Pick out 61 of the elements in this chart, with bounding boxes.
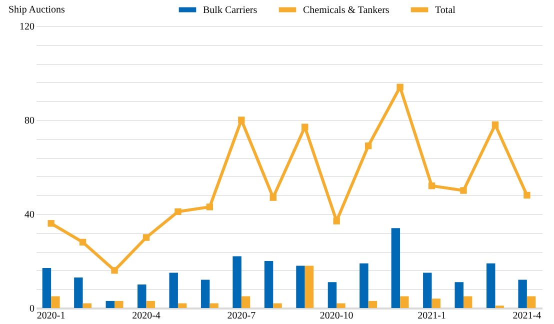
x-tick-label: 2020-1 — [36, 310, 66, 322]
point — [302, 124, 308, 130]
point — [492, 121, 499, 128]
bar — [169, 272, 178, 308]
point — [460, 187, 467, 194]
point — [79, 238, 86, 246]
point — [396, 84, 404, 90]
bar — [391, 228, 400, 308]
bar — [423, 272, 432, 308]
bar — [273, 303, 282, 308]
x-tick-label: 2020-10 — [320, 310, 354, 322]
bar — [114, 300, 124, 308]
bar — [360, 263, 368, 308]
point — [174, 208, 182, 216]
point — [428, 182, 436, 190]
bar — [526, 296, 536, 308]
bar — [51, 296, 60, 308]
bar — [336, 303, 346, 308]
point — [48, 220, 54, 227]
bar — [106, 300, 115, 308]
y-tick-label: 80 — [24, 116, 34, 126]
bar — [296, 266, 305, 308]
bar — [486, 263, 496, 308]
point — [111, 267, 118, 274]
bar — [328, 282, 337, 308]
bar — [368, 300, 378, 308]
y-tick-label: 120 — [20, 22, 34, 32]
bar — [232, 256, 242, 308]
bar — [304, 266, 314, 308]
point — [270, 194, 276, 201]
bar — [200, 280, 210, 308]
x-tick-label: 2021-4 — [512, 310, 542, 322]
bar — [463, 296, 472, 308]
bar — [146, 300, 155, 308]
bar — [138, 284, 146, 308]
bar — [264, 261, 274, 308]
x-tick-label: 2020-7 — [227, 310, 256, 322]
point — [524, 192, 530, 199]
legend-label: Total — [435, 4, 456, 16]
point — [206, 204, 214, 210]
bar — [241, 296, 250, 308]
bar — [454, 282, 464, 308]
y-axis-title: Ship Auctions — [8, 4, 66, 16]
point — [238, 116, 245, 124]
bar — [82, 303, 92, 308]
point — [364, 142, 372, 150]
bar — [432, 298, 440, 308]
bar — [42, 268, 52, 308]
bar — [210, 303, 218, 308]
y-tick-label: 40 — [24, 210, 34, 220]
bar — [518, 280, 527, 308]
x-tick-label: 2020-4 — [132, 310, 160, 322]
bar — [400, 296, 409, 308]
bar — [178, 303, 187, 308]
legend-label: Bulk Carriers — [203, 4, 258, 16]
y-tick-label: 0 — [30, 304, 34, 314]
point — [333, 218, 340, 224]
legend-label: Chemicals & Tankers — [303, 4, 390, 16]
x-tick-label: 2021-1 — [418, 310, 446, 322]
point — [142, 234, 150, 241]
bar — [74, 277, 83, 308]
